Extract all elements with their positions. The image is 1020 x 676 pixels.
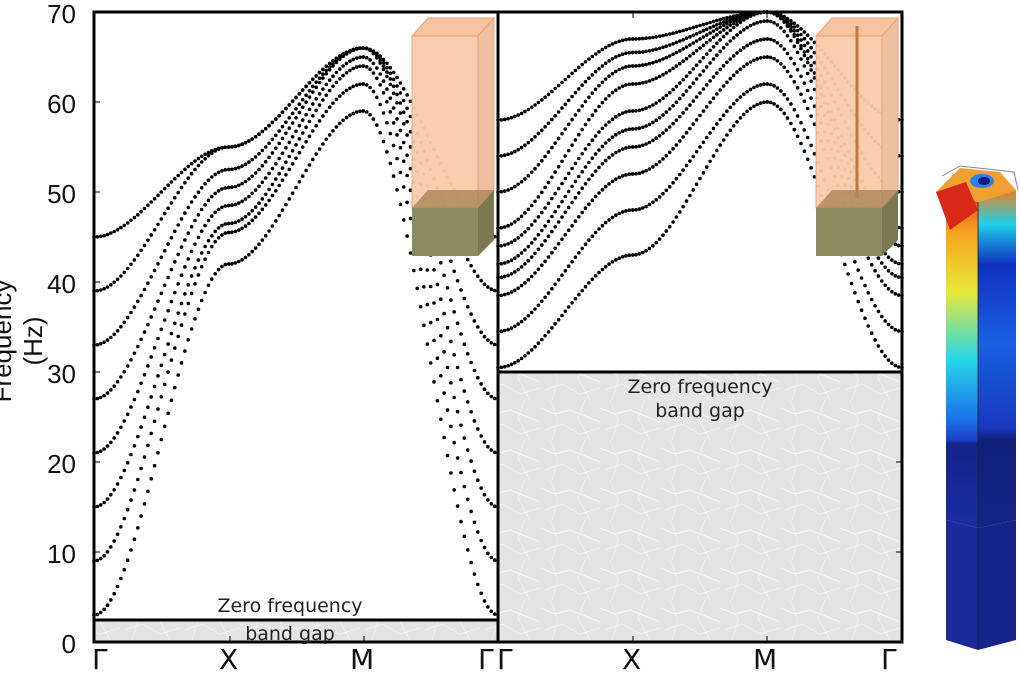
y-tick-20: 20 — [47, 449, 76, 479]
y-tick-40: 40 — [47, 269, 76, 299]
right-band-gap-region — [498, 372, 902, 642]
right-gap-label-line1: Zero frequency — [627, 376, 773, 398]
right-gap-label-line2: band gap — [655, 400, 745, 422]
x-tick-right-gamma-end: Γ — [881, 643, 897, 676]
y-tick-70: 70 — [47, 0, 76, 29]
mode-shape-visualization — [936, 165, 1019, 650]
right-band-panel — [496, 10, 904, 644]
y-tick-10: 10 — [47, 539, 76, 569]
x-tick-right-m: M — [753, 643, 778, 676]
left-band-gap-region — [94, 620, 498, 642]
left-inset-block-icon — [410, 16, 496, 256]
x-tick-left-x: X — [219, 643, 239, 676]
left-dispersion-points — [92, 46, 500, 617]
left-gap-label-line1: Zero frequency — [217, 595, 363, 617]
x-tick-right-x: X — [622, 643, 642, 676]
x-tick-left-gamma-end: Γ — [478, 643, 494, 676]
y-tick-0: 0 — [61, 629, 76, 659]
left-gap-label-line2: band gap — [245, 623, 335, 645]
x-tick-left-m: M — [350, 643, 375, 676]
right-inset-rod-block-icon — [814, 16, 900, 256]
y-tick-60: 60 — [47, 89, 76, 119]
x-tick-right-gamma-start: Γ — [497, 643, 513, 676]
y-tick-30: 30 — [47, 359, 76, 389]
x-tick-left-gamma-start: Γ — [92, 643, 108, 676]
axis-ticks — [94, 12, 902, 642]
y-tick-50: 50 — [47, 179, 76, 209]
left-band-panel — [92, 10, 500, 644]
